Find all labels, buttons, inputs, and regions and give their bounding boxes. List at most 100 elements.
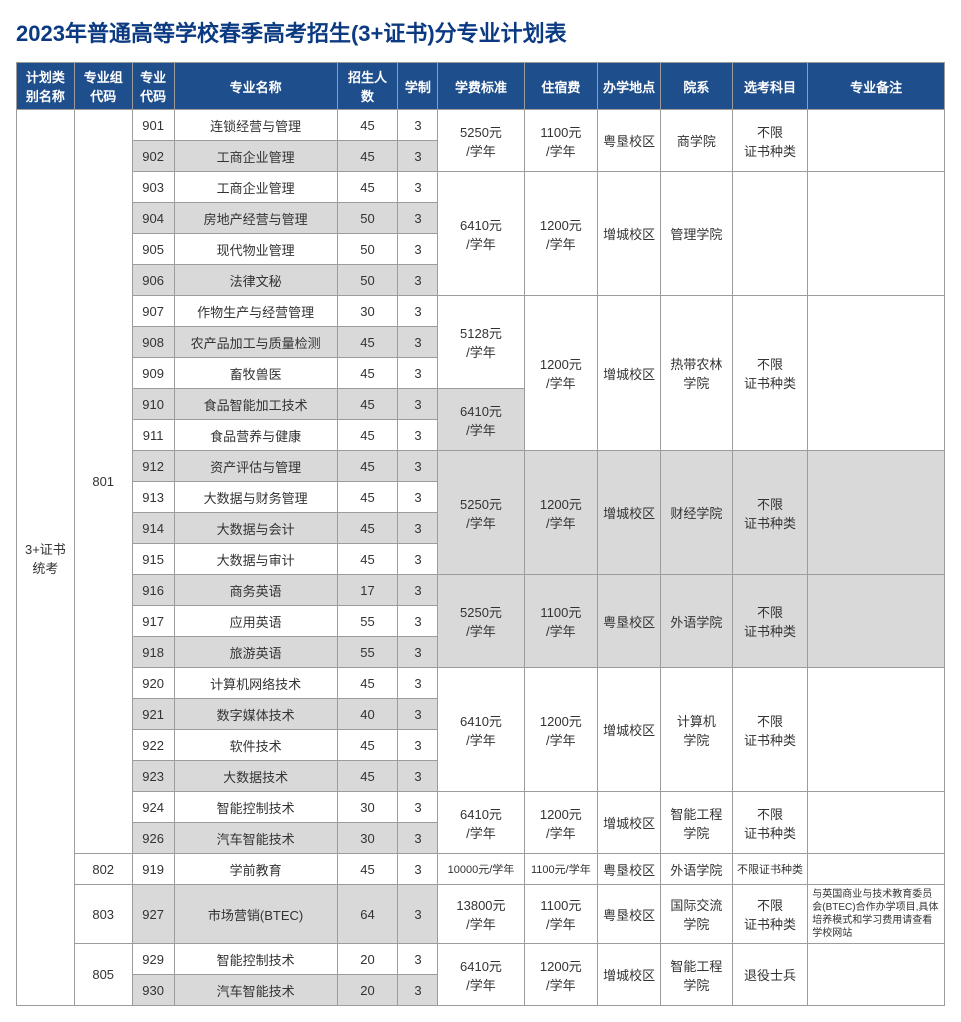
dept: 外语学院 — [661, 575, 732, 668]
major-name: 智能控制技术 — [174, 792, 337, 823]
col-plan-type: 计划类别名称 — [17, 63, 75, 110]
remark — [808, 944, 945, 1006]
length: 3 — [398, 389, 438, 420]
major-name: 软件技术 — [174, 730, 337, 761]
subject: 不限 证书种类 — [732, 110, 808, 172]
subject: 不限 证书种类 — [732, 575, 808, 668]
major-name: 连锁经营与管理 — [174, 110, 337, 141]
length: 3 — [398, 296, 438, 327]
enroll-count: 55 — [337, 606, 398, 637]
major-code: 915 — [132, 544, 174, 575]
major-name: 商务英语 — [174, 575, 337, 606]
length: 3 — [398, 141, 438, 172]
major-code: 923 — [132, 761, 174, 792]
length: 3 — [398, 792, 438, 823]
tuition: 10000元/学年 — [438, 854, 524, 885]
major-name: 房地产经营与管理 — [174, 203, 337, 234]
enroll-count: 45 — [337, 482, 398, 513]
table-row: 924 智能控制技术 30 3 6410元 /学年 1200元 /学年 增城校区… — [17, 792, 945, 823]
dorm-fee: 1200元 /学年 — [524, 792, 598, 854]
length: 3 — [398, 668, 438, 699]
col-campus: 办学地点 — [598, 63, 661, 110]
campus: 增城校区 — [598, 172, 661, 296]
tuition: 6410元 /学年 — [438, 668, 524, 792]
major-code: 907 — [132, 296, 174, 327]
enroll-count: 45 — [337, 358, 398, 389]
enroll-count: 45 — [337, 761, 398, 792]
enroll-count: 55 — [337, 637, 398, 668]
major-code: 903 — [132, 172, 174, 203]
major-name: 大数据与审计 — [174, 544, 337, 575]
subject: 不限 证书种类 — [732, 668, 808, 792]
remark — [808, 296, 945, 451]
dorm-fee: 1200元 /学年 — [524, 944, 598, 1006]
major-name: 现代物业管理 — [174, 234, 337, 265]
major-name: 汽车智能技术 — [174, 975, 337, 1006]
dorm-fee: 1100元 /学年 — [524, 575, 598, 668]
subject: 不限 证书种类 — [732, 792, 808, 854]
major-name: 学前教育 — [174, 854, 337, 885]
length: 3 — [398, 854, 438, 885]
length: 3 — [398, 234, 438, 265]
length: 3 — [398, 761, 438, 792]
enroll-count: 30 — [337, 823, 398, 854]
major-code: 904 — [132, 203, 174, 234]
table-row: 803 927 市场营销(BTEC) 64 3 13800元 /学年 1100元… — [17, 885, 945, 944]
major-code: 905 — [132, 234, 174, 265]
enroll-count: 45 — [337, 172, 398, 203]
dept: 管理学院 — [661, 172, 732, 296]
major-name: 汽车智能技术 — [174, 823, 337, 854]
col-major-code: 专业代码 — [132, 63, 174, 110]
subject — [732, 172, 808, 296]
group-code: 801 — [74, 110, 132, 854]
major-name: 大数据与会计 — [174, 513, 337, 544]
header-row: 计划类别名称 专业组代码 专业代码 专业名称 招生人数 学制 学费标准 住宿费 … — [17, 63, 945, 110]
dorm-fee: 1200元 /学年 — [524, 296, 598, 451]
col-enroll-count: 招生人数 — [337, 63, 398, 110]
table-row: 3+证书 统考 801 901 连锁经营与管理 45 3 5250元 /学年 1… — [17, 110, 945, 141]
major-code: 901 — [132, 110, 174, 141]
campus: 增城校区 — [598, 296, 661, 451]
enroll-count: 30 — [337, 792, 398, 823]
tuition: 6410元 /学年 — [438, 172, 524, 296]
campus: 粤垦校区 — [598, 854, 661, 885]
length: 3 — [398, 265, 438, 296]
table-row: 802 919 学前教育 45 3 10000元/学年 1100元/学年 粤垦校… — [17, 854, 945, 885]
campus: 粤垦校区 — [598, 110, 661, 172]
major-code: 930 — [132, 975, 174, 1006]
enroll-count: 45 — [337, 141, 398, 172]
dept: 国际交流 学院 — [661, 885, 732, 944]
major-name: 旅游英语 — [174, 637, 337, 668]
col-group-code: 专业组代码 — [74, 63, 132, 110]
length: 3 — [398, 575, 438, 606]
table-row: 907 作物生产与经营管理 30 3 5128元 /学年 1200元 /学年 增… — [17, 296, 945, 327]
enroll-count: 64 — [337, 885, 398, 944]
length: 3 — [398, 885, 438, 944]
length: 3 — [398, 172, 438, 203]
dorm-fee: 1100元/学年 — [524, 854, 598, 885]
dept: 热带农林 学院 — [661, 296, 732, 451]
table-row: 903 工商企业管理 45 3 6410元 /学年 1200元 /学年 增城校区… — [17, 172, 945, 203]
remark — [808, 110, 945, 172]
enroll-count: 50 — [337, 234, 398, 265]
col-subject: 选考科目 — [732, 63, 808, 110]
major-code: 922 — [132, 730, 174, 761]
enroll-count: 45 — [337, 544, 398, 575]
major-code: 914 — [132, 513, 174, 544]
length: 3 — [398, 358, 438, 389]
length: 3 — [398, 637, 438, 668]
major-code: 916 — [132, 575, 174, 606]
major-name: 大数据与财务管理 — [174, 482, 337, 513]
major-code: 908 — [132, 327, 174, 358]
length: 3 — [398, 975, 438, 1006]
major-name: 资产评估与管理 — [174, 451, 337, 482]
col-major-name: 专业名称 — [174, 63, 337, 110]
length: 3 — [398, 823, 438, 854]
col-remark: 专业备注 — [808, 63, 945, 110]
major-name: 畜牧兽医 — [174, 358, 337, 389]
major-code: 917 — [132, 606, 174, 637]
campus: 增城校区 — [598, 792, 661, 854]
campus: 增城校区 — [598, 668, 661, 792]
tuition: 6410元 /学年 — [438, 792, 524, 854]
campus: 粤垦校区 — [598, 885, 661, 944]
